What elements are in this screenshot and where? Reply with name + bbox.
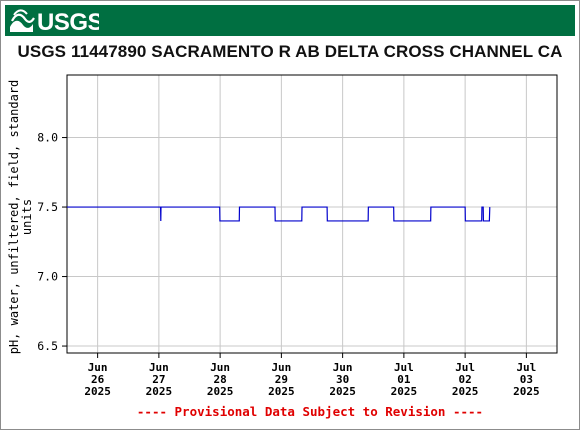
x-tick-label-line: 02 [459,373,472,386]
usgs-logo-text: USGS [37,9,99,34]
x-tick-label-line: 27 [152,373,165,386]
x-tick-label-line: 2025 [268,385,295,398]
x-tick-label-line: Jun [88,361,108,374]
x-tick-label-line: 2025 [329,385,356,398]
y-tick-label: 6.5 [37,339,58,353]
x-tick-label-line: Jun [271,361,291,374]
y-axis-ticks: 6.5 7.0 7.5 8.0 [37,131,67,353]
chart-title: USGS 11447890 SACRAMENTO R AB DELTA CROS… [17,42,563,61]
x-tick-label-line: 2025 [146,385,173,398]
y-axis-label-line-2: units [20,199,34,235]
x-tick-label-line: 28 [214,373,227,386]
x-tick-label: Jun 30 2025 [329,361,356,398]
x-tick-label-line: Jun [149,361,169,374]
x-tick-label-line: 2025 [452,385,479,398]
x-tick-label-line: 2025 [84,385,111,398]
usgs-banner: USGS [5,5,575,36]
provisional-note: ---- Provisional Data Subject to Revisio… [137,404,483,419]
x-tick-label-line: 30 [336,373,349,386]
x-tick-label: Jun 27 2025 [146,361,173,398]
x-tick-label-line: 29 [275,373,288,386]
series-group [67,206,491,222]
x-tick-label: Jun 26 2025 [84,361,111,398]
x-tick-label-line: Jul [394,361,414,374]
x-tick-label-line: 03 [520,373,533,386]
x-tick-label-line: 2025 [391,385,418,398]
x-tick-label-line: Jun [333,361,353,374]
x-tick-label: Jul 01 2025 [391,361,418,398]
plot-area [66,74,558,354]
x-tick-label-line: Jul [455,361,475,374]
y-tick-label: 7.5 [37,200,58,214]
usgs-logo-wave-icon [10,9,35,32]
x-tick-label-line: 26 [91,373,105,386]
x-tick-label-line: 01 [397,373,411,386]
x-tick-label-line: 2025 [513,385,540,398]
x-tick-label-line: Jun [210,361,230,374]
x-tick-label: Jul 03 2025 [513,361,540,398]
x-tick-label: Jun 28 2025 [207,361,234,398]
y-tick-label: 8.0 [37,131,58,145]
x-tick-label: Jul 02 2025 [452,361,479,398]
y-axis-label: pH, water, unfiltered, field, standard u… [7,80,34,355]
y-tick-label: 7.0 [37,270,58,284]
x-tick-label: Jun 29 2025 [268,361,295,398]
x-tick-label-line: Jul [516,361,536,374]
usgs-logo: USGS [10,9,99,34]
x-tick-label-line: 2025 [207,385,234,398]
series-line [67,206,491,222]
y-axis-label-line-1: pH, water, unfiltered, field, standard [7,80,21,355]
